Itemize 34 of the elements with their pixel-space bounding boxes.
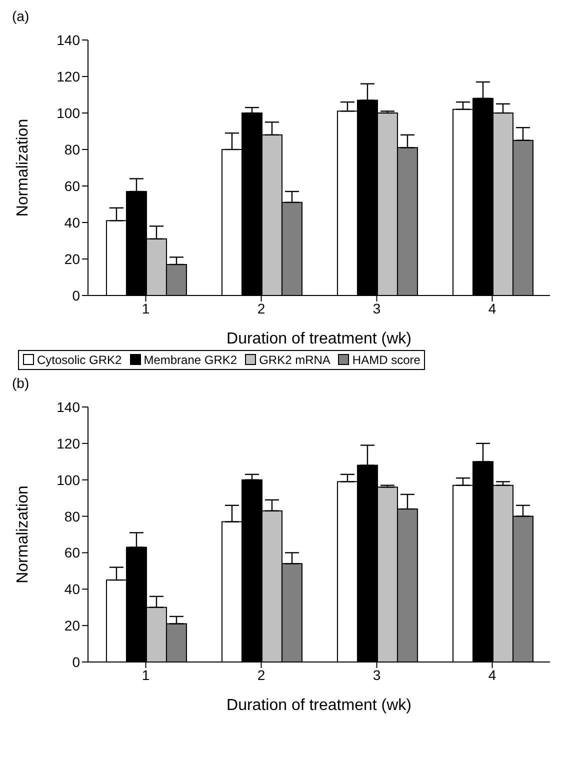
y-tick-label: 0	[72, 287, 80, 304]
y-tick-label: 40	[64, 581, 80, 598]
y-tick-label: 140	[56, 398, 80, 415]
x-tick-label: 1	[142, 300, 150, 316]
x-axis-title: Duration of treatment (wk)	[226, 697, 412, 714]
chart-title: (b)	[12, 375, 30, 393]
y-tick-label: 60	[64, 544, 80, 561]
legend-label: Cytosolic GRK2	[37, 352, 122, 366]
x-tick-label: 3	[372, 666, 381, 683]
y-tick-label: 20	[64, 618, 80, 634]
y-tick-label: 20	[64, 250, 80, 267]
y-tick-label: 40	[64, 214, 80, 230]
y-axis-title: Normalization	[14, 118, 32, 217]
y-tick-label: 80	[64, 508, 80, 524]
x-tick-label: 3	[372, 300, 381, 316]
legend-label: GRK2 mRNA	[259, 352, 330, 366]
x-tick-label: 4	[488, 666, 496, 683]
y-tick-label: 120	[56, 435, 80, 452]
y-tick-label: 140	[56, 32, 80, 48]
y-tick-label: 120	[56, 68, 80, 84]
x-tick-label: 4	[488, 300, 496, 316]
y-tick-label: 100	[56, 104, 80, 121]
x-tick-label: 2	[257, 300, 266, 316]
y-tick-label: 60	[64, 178, 80, 194]
x-tick-label: 1	[142, 666, 150, 683]
x-tick-label: 2	[257, 666, 266, 683]
legend-label: HAMD score	[352, 352, 420, 366]
chart-title: (a)	[12, 8, 30, 26]
y-tick-label: 100	[56, 472, 80, 488]
y-tick-label: 0	[72, 654, 80, 670]
y-axis-title: Normalization	[14, 486, 32, 584]
x-axis-title: Duration of treatment (wk)	[226, 330, 412, 348]
y-tick-label: 80	[64, 141, 80, 158]
legend-label: Membrane GRK2	[144, 352, 238, 366]
